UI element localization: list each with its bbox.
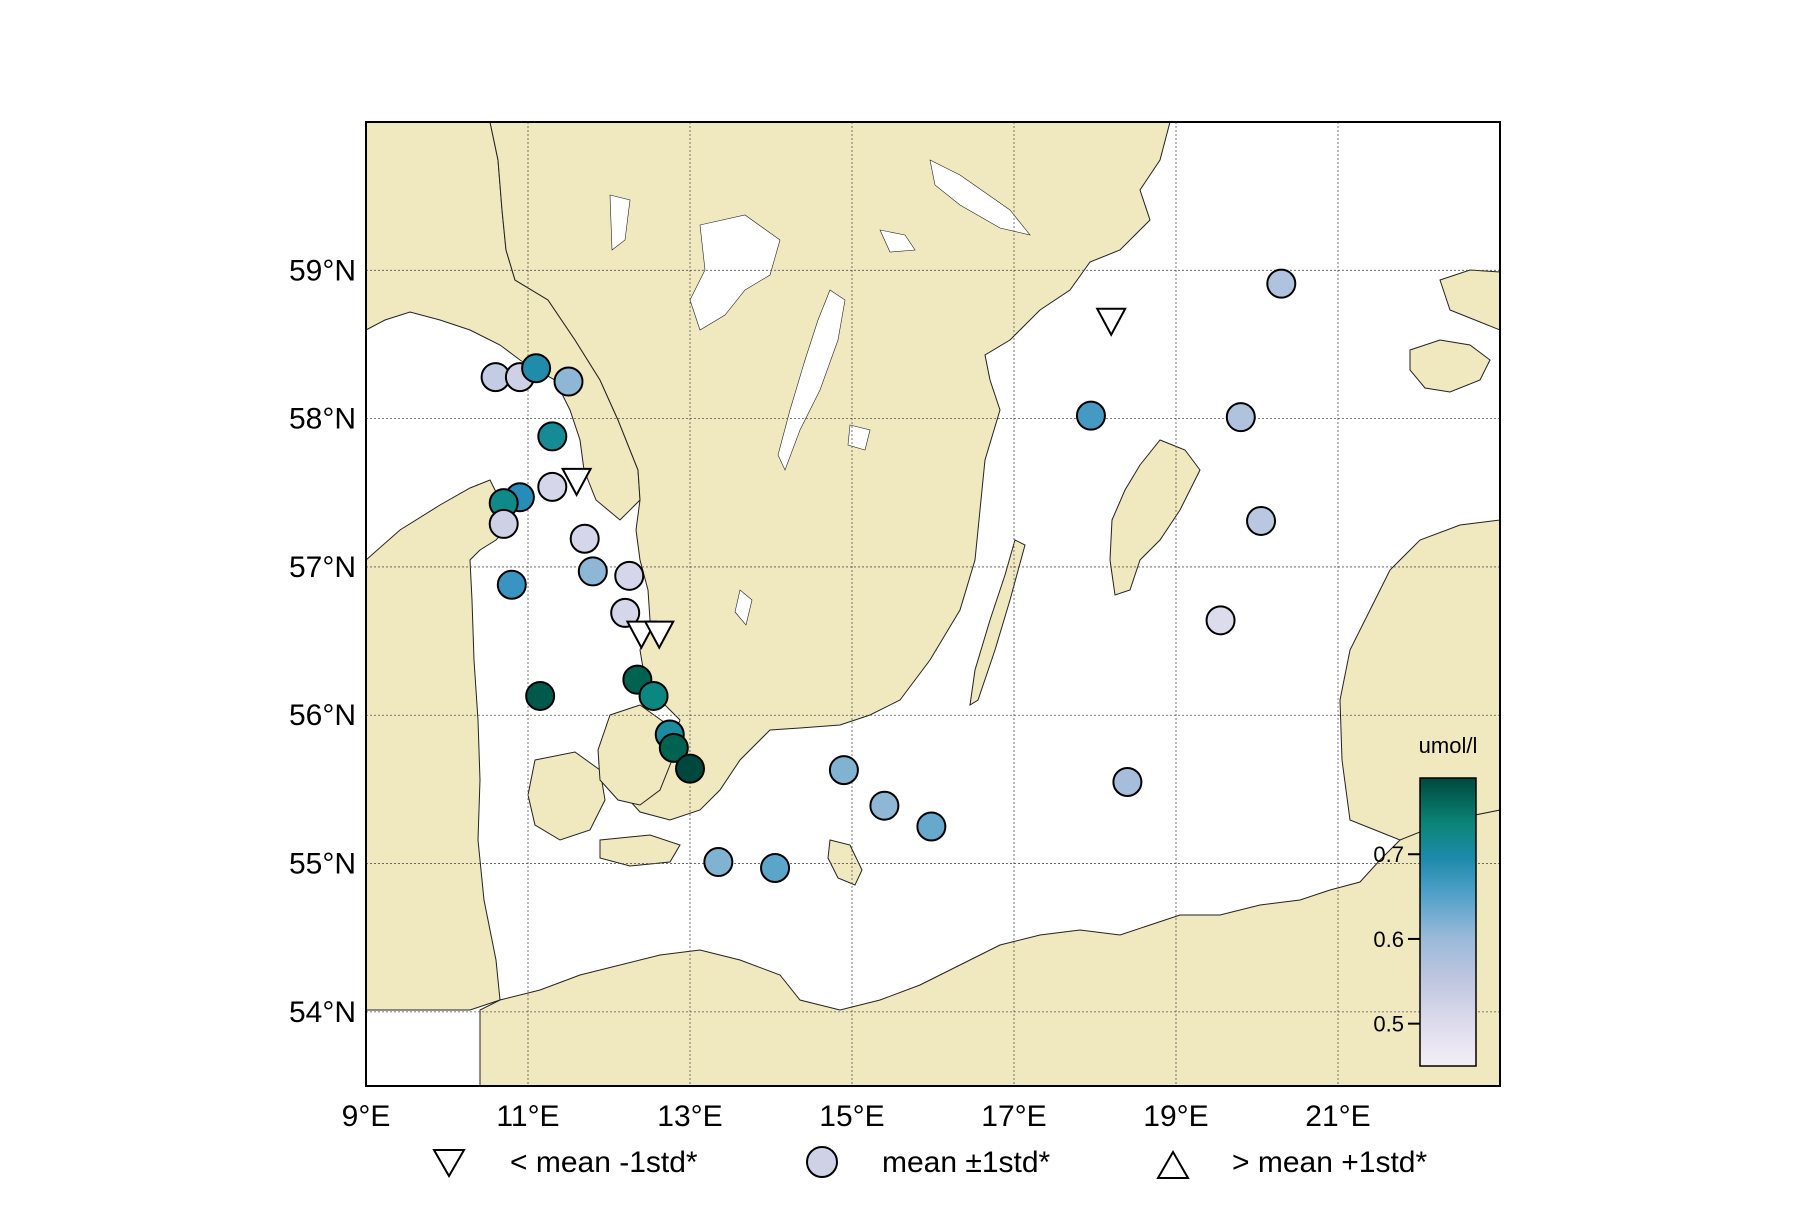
- station-marker-mean: [577, 556, 608, 587]
- lake-vattern: [777, 289, 846, 471]
- station-marker-mean: [1075, 400, 1106, 431]
- lon-tick-label: 9°E: [342, 1100, 391, 1133]
- lon-tick-labels: 9°E 11°E 13°E 15°E 17°E 19°E 21°E: [342, 1100, 1371, 1133]
- land-south-coast: [479, 809, 1500, 1086]
- lat-tick-labels: 54°N 55°N 56°N 57°N 58°N 59°N: [289, 254, 356, 1029]
- legend-above-icon: [1156, 1149, 1190, 1179]
- station-marker-mean: [537, 421, 568, 452]
- colorbar-tick-label: 0.6: [1373, 927, 1404, 952]
- legend: < mean -1std* mean ±1std* > mean +1std*: [432, 1146, 1427, 1179]
- station-marker-mean: [569, 523, 600, 554]
- lat-tick-label: 58°N: [289, 403, 356, 436]
- land-bornholm: [827, 839, 863, 886]
- lake-vanern: [689, 214, 781, 331]
- station-marker-mean: [916, 811, 947, 842]
- station-marker-mean: [828, 755, 859, 786]
- station-marker-mean: [1225, 402, 1256, 433]
- station-marker-mean: [521, 353, 552, 384]
- colorbar-ticks: 0.5 0.6 0.7: [1373, 842, 1420, 1037]
- colorbar-ramp: [1419, 777, 1477, 1067]
- land-oland: [969, 539, 1026, 706]
- lake-small-3: [879, 229, 916, 253]
- station-marker-mean: [610, 597, 641, 628]
- station-marker-mean: [1246, 505, 1277, 536]
- station-marker-mean: [525, 680, 556, 711]
- station-marker-mean: [703, 847, 734, 878]
- station-marker-mean: [1205, 605, 1236, 636]
- lake-small-4: [734, 589, 753, 626]
- map-border: [365, 121, 1501, 1087]
- station-marker-mean: [614, 560, 645, 591]
- legend-within-icon: [806, 1146, 838, 1178]
- colorbar-tick-label: 0.5: [1373, 1012, 1404, 1037]
- lake-small-5: [847, 424, 871, 451]
- lat-tick-label: 56°N: [289, 699, 356, 732]
- station-marker-below: [1095, 307, 1127, 337]
- lake-small-2: [929, 159, 1031, 236]
- land-fyn: [527, 751, 606, 841]
- colorbar: umol/l 0.5 0.6 0.7: [1373, 733, 1478, 1067]
- lon-tick-label: 13°E: [657, 1100, 722, 1133]
- lat-tick-label: 59°N: [289, 254, 356, 287]
- station-marker-mean: [675, 753, 705, 784]
- station-marker-mean: [760, 852, 791, 883]
- station-marker-mean: [869, 790, 900, 821]
- colorbar-title: umol/l: [1419, 733, 1478, 758]
- legend-below-icon: [432, 1149, 466, 1179]
- station-marker-mean: [638, 680, 669, 711]
- lake-small-1: [609, 194, 631, 251]
- legend-above-label: > mean +1std*: [1232, 1146, 1427, 1179]
- lon-tick-label: 15°E: [819, 1100, 884, 1133]
- lon-tick-label: 21°E: [1305, 1100, 1370, 1133]
- lon-tick-label: 11°E: [496, 1100, 559, 1133]
- station-marker-mean: [537, 471, 568, 502]
- land-jutland: [366, 479, 511, 1011]
- land-saaremaa: [1409, 339, 1491, 393]
- map-gridlines: [366, 122, 1500, 1086]
- lat-tick-label: 57°N: [289, 551, 356, 584]
- legend-within-label: mean ±1std*: [882, 1146, 1051, 1179]
- land-lolland: [599, 834, 681, 867]
- colorbar-tick-label: 0.7: [1373, 842, 1404, 867]
- lon-tick-label: 17°E: [981, 1100, 1046, 1133]
- land-gotland: [1109, 439, 1201, 596]
- legend-below-label: < mean -1std*: [510, 1146, 698, 1179]
- station-marker-mean: [1266, 268, 1297, 299]
- station-marker-below: [560, 467, 593, 498]
- station-marker-below: [643, 620, 675, 650]
- lon-tick-label: 19°E: [1143, 1100, 1208, 1133]
- station-marker-mean: [1112, 766, 1143, 797]
- station-marker-mean: [658, 732, 689, 763]
- station-markers: [480, 268, 1297, 883]
- station-marker-mean: [496, 569, 527, 600]
- station-marker-mean: [553, 366, 584, 397]
- lat-tick-label: 55°N: [289, 848, 356, 881]
- lat-tick-label: 54°N: [289, 996, 356, 1029]
- station-marker-mean: [488, 508, 519, 539]
